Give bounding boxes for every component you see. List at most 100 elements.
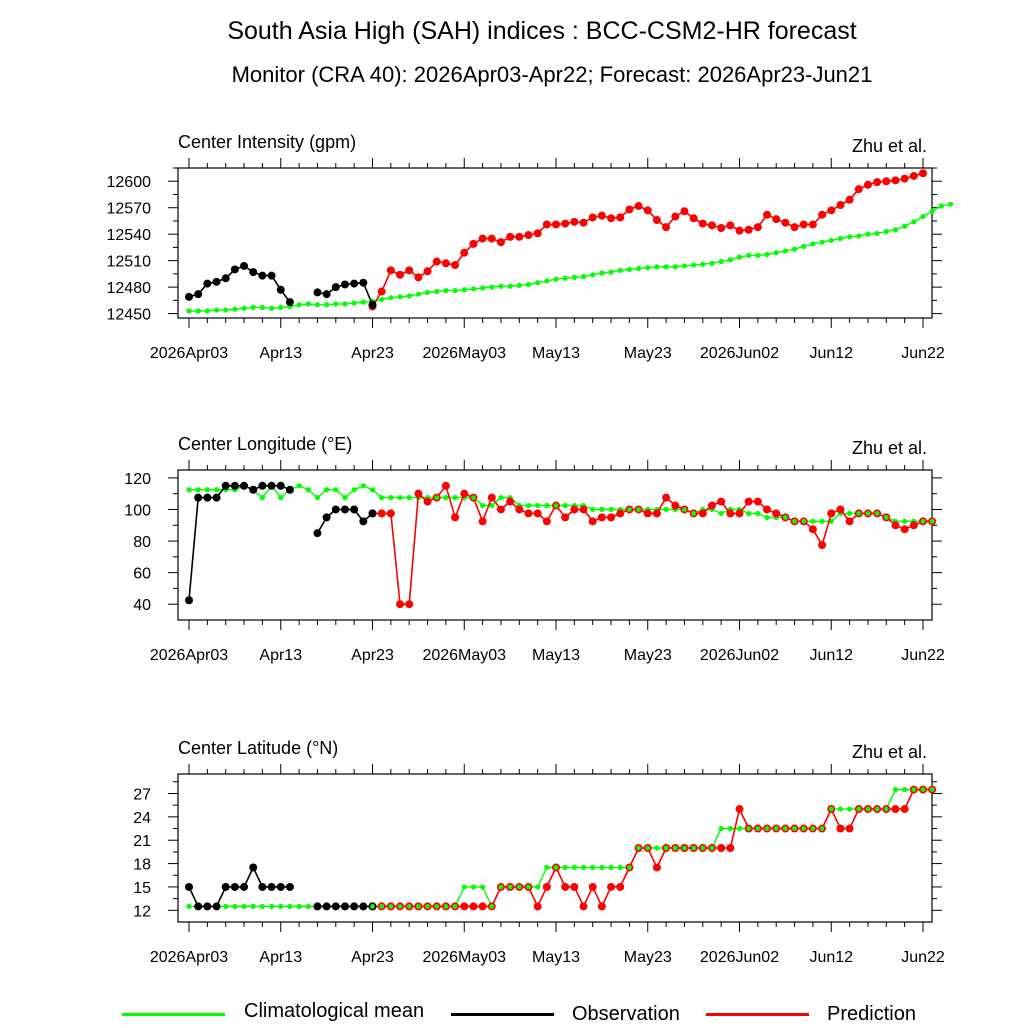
point-climatology-intensity [498, 283, 504, 289]
point-prediction-longitude [763, 505, 772, 514]
x-tick-label-longitude: Jun22 [901, 647, 945, 664]
point-overlap-latitude [526, 884, 531, 890]
y-tick-label-intensity: 12600 [107, 174, 152, 191]
point-climatology-longitude [443, 495, 449, 501]
point-prediction-intensity [570, 217, 579, 226]
point-climatology-intensity [452, 288, 458, 294]
x-tick-label-intensity: 2026May03 [422, 345, 506, 362]
point-climatology-latitude [296, 903, 302, 910]
point-prediction-longitude [616, 509, 625, 518]
point-climatology-longitude [333, 487, 339, 493]
sah-index-charts: Center Intensity (gpm) Zhu et al. 2026Apr0… [107, 132, 954, 966]
point-climatology-intensity [415, 291, 421, 297]
point-observation-latitude [359, 902, 368, 911]
point-prediction-longitude [735, 509, 744, 518]
point-climatology-intensity [195, 308, 201, 314]
point-overlap-longitude [801, 518, 807, 524]
x-tick-label-latitude: 2026Apr03 [150, 949, 228, 966]
x-tick-label-longitude: Apr23 [351, 647, 394, 664]
point-observation-latitude [285, 882, 294, 891]
point-climatology-longitude [388, 495, 394, 501]
point-climatology-longitude [902, 518, 908, 524]
point-prediction-latitude [845, 824, 854, 833]
point-observation-intensity [249, 268, 258, 277]
legend-line-prediction [706, 1013, 809, 1016]
point-observation-longitude [276, 481, 285, 490]
point-prediction-intensity [891, 176, 900, 185]
point-climatology-intensity [278, 304, 284, 311]
panel-longitude: Center Longitude (°E) Zhu et al. 2026Apr03… [124, 434, 945, 664]
point-prediction-longitude [423, 497, 432, 506]
point-prediction-intensity [561, 219, 570, 228]
x-tick-label-latitude: 2026May03 [422, 949, 506, 966]
point-climatology-longitude [847, 510, 853, 517]
point-observation-latitude [276, 882, 285, 891]
y-tick-label-longitude: 120 [124, 471, 151, 488]
point-climatology-intensity [801, 243, 807, 250]
point-overlap-longitude [929, 518, 935, 524]
point-climatology-latitude [727, 825, 733, 832]
point-prediction-latitude [588, 882, 597, 891]
x-tick-label-latitude: May23 [624, 949, 672, 966]
line-climatology-intensity [189, 203, 951, 312]
point-prediction-longitude [662, 493, 671, 502]
point-observation-longitude [203, 493, 212, 502]
point-climatology-longitude [489, 502, 495, 509]
point-observation-longitude [285, 485, 294, 494]
chart-subtitle: Monitor (CRA 40): 2026Apr03-Apr22; Forec… [231, 62, 873, 87]
point-climatology-intensity [268, 305, 275, 311]
point-prediction-longitude [496, 505, 505, 514]
point-observation-latitude [313, 902, 322, 911]
point-prediction-intensity [726, 221, 735, 230]
point-climatology-latitude [562, 864, 568, 871]
point-observation-intensity [212, 277, 221, 286]
point-climatology-longitude [406, 495, 412, 501]
point-prediction-intensity [533, 229, 542, 238]
point-climatology-latitude [837, 806, 844, 812]
point-prediction-intensity [579, 218, 588, 227]
point-prediction-latitude [652, 863, 661, 872]
point-climatology-latitude [287, 903, 293, 910]
point-prediction-latitude [478, 902, 487, 911]
point-climatology-latitude [608, 864, 614, 871]
series-prediction-intensity [368, 169, 927, 311]
point-observation-longitude [221, 481, 230, 490]
point-prediction-intensity [845, 195, 854, 204]
point-overlap-latitude [828, 806, 834, 812]
point-overlap-latitude [406, 904, 412, 909]
point-prediction-longitude [561, 513, 570, 522]
point-climatology-longitude [186, 487, 192, 493]
point-prediction-intensity [478, 234, 487, 243]
point-climatology-intensity [580, 273, 587, 280]
point-climatology-latitude [470, 884, 477, 890]
point-climatology-intensity [333, 301, 339, 307]
point-overlap-latitude [856, 806, 862, 812]
point-prediction-longitude [451, 513, 460, 522]
point-climatology-intensity [782, 248, 788, 254]
point-climatology-longitude [379, 495, 385, 501]
point-climatology-intensity [672, 264, 678, 270]
point-observation-longitude [212, 493, 221, 502]
point-observation-intensity [285, 298, 294, 307]
point-climatology-intensity [911, 219, 917, 225]
point-prediction-longitude [707, 501, 716, 510]
point-overlap-longitude [553, 503, 559, 508]
point-overlap-latitude [682, 845, 687, 851]
point-observation-longitude [267, 481, 276, 490]
point-climatology-intensity [250, 304, 256, 311]
point-prediction-intensity [919, 169, 927, 178]
point-climatology-longitude [259, 495, 265, 501]
point-observation-longitude [240, 481, 249, 490]
point-climatology-longitude [296, 483, 302, 489]
credit-longitude: Zhu et al. [852, 438, 927, 458]
point-observation-intensity [203, 279, 212, 288]
point-climatology-intensity [691, 262, 697, 268]
point-prediction-latitude [836, 824, 845, 833]
x-tick-label-intensity: 2026Jun02 [700, 345, 779, 362]
credit-latitude: Zhu et al. [852, 742, 927, 762]
point-climatology-longitude [810, 518, 816, 524]
point-climatology-intensity [424, 289, 431, 296]
point-observation-latitude [350, 902, 359, 911]
point-observation-latitude [194, 902, 203, 911]
plot-frame-latitude [177, 773, 933, 923]
